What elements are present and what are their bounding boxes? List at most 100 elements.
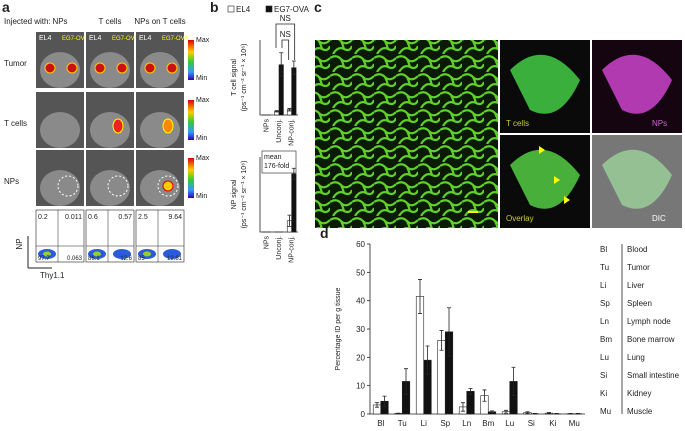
bar	[291, 173, 297, 233]
quadrant-value: 0.57	[118, 214, 132, 221]
quadrant-value: 12.81	[167, 256, 183, 262]
colorbar	[188, 40, 194, 80]
key-name: Bone marrow	[627, 335, 675, 344]
x-tick-label: Sp	[440, 419, 450, 428]
quadrant-value: 86.1	[88, 256, 100, 262]
error-bar	[460, 402, 465, 412]
y-tick-label: 20	[356, 353, 365, 362]
flow-population-core	[43, 251, 51, 257]
key-name: Liver	[627, 281, 645, 290]
row-label: T cells	[4, 119, 27, 128]
colorbar	[188, 100, 194, 140]
y-tick-label: 0	[361, 410, 366, 419]
quadrant-value: 0.6	[88, 214, 98, 221]
error-bar	[490, 410, 495, 413]
key-name: Muscle	[627, 407, 653, 416]
error-bar	[503, 409, 508, 414]
x-tick-label: NP-conj.	[289, 236, 296, 263]
colorbar-max: Max	[196, 97, 210, 104]
flow-population	[113, 249, 131, 259]
x-tick-label: Bl	[377, 419, 384, 428]
key-name: Lung	[627, 353, 645, 362]
mouse-body	[90, 52, 130, 88]
annotation: mean	[264, 154, 282, 161]
y-tick-label: 40	[356, 297, 365, 306]
x-tick-label: Li	[421, 419, 427, 428]
key-name: Lymph node	[627, 317, 671, 326]
row-label: Tumor	[4, 59, 27, 68]
error-bar	[291, 60, 296, 75]
error-bar	[511, 366, 516, 396]
panel-letter: d	[320, 225, 329, 241]
error-bar	[568, 413, 573, 415]
panel-c: c T cells NPs Overlay DIC	[314, 0, 682, 228]
quadrant-value: 12.6	[120, 256, 132, 262]
annotation: 176-fold	[264, 163, 289, 170]
y-axis-label: T cell signal	[231, 59, 238, 96]
tumor-signal	[166, 62, 178, 74]
np-region	[157, 175, 179, 197]
arrowhead	[564, 196, 570, 204]
panel-letter: a	[2, 0, 10, 15]
error-bar	[287, 214, 292, 227]
error-bar	[554, 413, 559, 415]
error-bar	[374, 402, 379, 408]
arrowhead	[554, 176, 560, 184]
key-abbr: Tu	[600, 263, 609, 272]
mouse-body	[40, 52, 80, 88]
error-bar	[417, 279, 422, 314]
tile-label: Overlay	[506, 214, 534, 223]
colorbar-min: Min	[196, 135, 207, 142]
np-region	[57, 175, 79, 197]
mouse-body	[140, 52, 180, 88]
cell-line-label: EG7-OVA	[162, 36, 188, 42]
error-bar	[439, 330, 444, 351]
tile-label: T cells	[506, 119, 529, 128]
x-tick-label: Si	[528, 419, 535, 428]
y-tick-label: 50	[356, 268, 365, 277]
x-tick-label: Mu	[569, 419, 580, 428]
colorbar	[188, 158, 194, 198]
legend-swatch	[265, 5, 273, 13]
x-tick-label: NPs	[263, 119, 270, 133]
x-tick-label: Bm	[482, 419, 494, 428]
key-abbr: Sp	[600, 299, 610, 308]
quadrant-value: 9.64	[168, 214, 182, 221]
colorbar-min: Min	[196, 75, 207, 82]
quadrant-value: 85	[138, 256, 145, 262]
arrowhead	[539, 146, 545, 154]
error-bar	[546, 412, 551, 415]
legend-label: EG7-OVA	[274, 5, 310, 14]
cell-shape	[510, 54, 580, 114]
np-signal	[162, 180, 174, 192]
injected-label: Injected with:	[4, 17, 51, 26]
panel-letter: b	[210, 0, 219, 15]
cell-shape	[510, 149, 580, 209]
colorbar-min: Min	[196, 193, 207, 200]
micrograph-large	[315, 40, 498, 228]
key-name: Blood	[627, 245, 647, 254]
cell-line-label: EL4	[39, 35, 52, 42]
key-name: Tumor	[627, 263, 650, 272]
key-name: Kidney	[627, 389, 651, 398]
y-tick-label: 60	[356, 240, 365, 249]
mouse-body	[140, 112, 180, 148]
y-axis-label: NP signal	[231, 179, 238, 209]
error-bar	[382, 395, 387, 407]
cell-shape	[602, 54, 672, 114]
tumor-signal	[94, 62, 106, 74]
error-bar	[533, 413, 538, 415]
flow-x-label: Thy1.1	[40, 271, 65, 280]
annotation: NS	[280, 30, 291, 39]
flow-population-core	[93, 251, 101, 257]
tile-label: DIC	[652, 214, 666, 223]
key-abbr: Ki	[600, 389, 607, 398]
error-bar	[287, 108, 292, 112]
cell-line-label: EL4	[89, 35, 102, 42]
tumor-signal	[144, 62, 156, 74]
cell-line-label: EG7-OVA	[112, 36, 138, 42]
error-bar	[291, 167, 296, 180]
tcell-signal	[162, 118, 174, 134]
bracket	[275, 23, 296, 60]
